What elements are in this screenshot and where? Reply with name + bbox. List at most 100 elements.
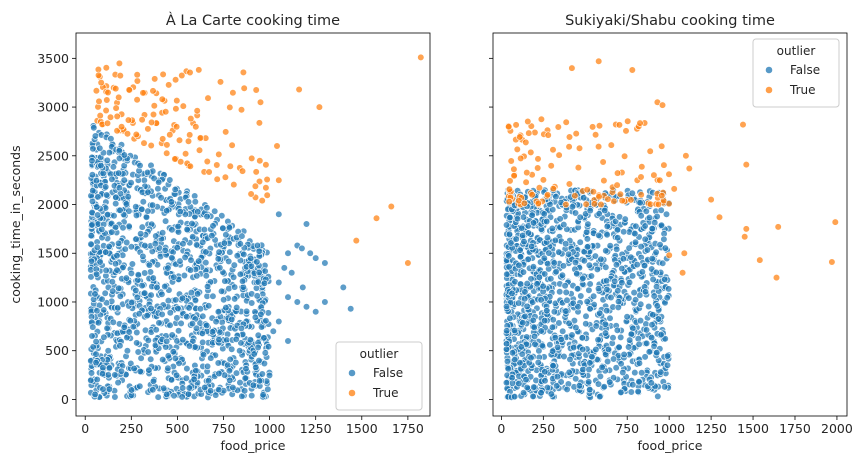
data-point xyxy=(549,185,557,193)
data-point xyxy=(511,356,519,364)
data-point xyxy=(196,134,205,142)
data-point xyxy=(111,260,120,268)
data-point xyxy=(528,211,536,219)
data-point xyxy=(650,171,658,179)
data-point xyxy=(120,176,128,184)
data-point xyxy=(172,105,180,113)
data-point xyxy=(306,249,314,257)
data-point xyxy=(626,336,634,344)
data-point xyxy=(216,328,224,336)
data-point xyxy=(106,113,115,121)
data-point xyxy=(347,305,355,313)
data-point xyxy=(647,379,655,387)
data-point xyxy=(97,162,105,170)
data-point xyxy=(112,200,120,208)
data-point xyxy=(505,123,513,131)
data-point xyxy=(214,255,222,263)
data-point xyxy=(126,317,134,325)
data-point xyxy=(247,262,255,270)
data-point xyxy=(572,130,580,138)
data-point xyxy=(553,343,562,352)
data-point xyxy=(596,372,605,381)
data-point xyxy=(220,239,228,247)
data-point xyxy=(191,296,200,305)
data-point xyxy=(103,119,112,127)
data-point xyxy=(182,374,190,382)
data-point xyxy=(269,327,277,335)
data-point xyxy=(251,182,259,190)
data-point xyxy=(236,347,244,355)
data-point xyxy=(515,261,523,269)
data-point xyxy=(151,75,159,83)
data-point xyxy=(515,380,523,388)
data-point xyxy=(185,304,193,312)
data-point xyxy=(657,221,666,229)
data-point xyxy=(588,353,596,361)
data-point xyxy=(203,204,211,212)
data-point xyxy=(214,308,222,316)
data-point xyxy=(137,354,145,362)
data-point xyxy=(528,191,536,199)
data-point xyxy=(533,280,541,288)
data-point xyxy=(595,193,603,201)
data-point xyxy=(155,319,163,327)
data-point xyxy=(631,296,640,304)
data-point xyxy=(125,207,133,215)
data-point xyxy=(159,135,167,143)
data-point xyxy=(90,124,98,132)
data-point xyxy=(273,142,281,150)
data-point xyxy=(144,125,152,133)
data-point xyxy=(147,304,155,313)
data-point xyxy=(134,348,142,356)
data-point xyxy=(238,232,246,240)
data-point xyxy=(299,283,307,292)
data-point xyxy=(615,343,623,351)
data-point xyxy=(230,261,238,269)
data-point xyxy=(186,266,195,274)
legend: outlier False True xyxy=(752,38,840,108)
data-point xyxy=(563,296,571,304)
data-point xyxy=(601,329,610,337)
data-point xyxy=(209,222,217,230)
data-point xyxy=(580,194,588,202)
data-point xyxy=(614,287,622,295)
data-point xyxy=(537,389,545,397)
data-point xyxy=(236,379,244,387)
data-point xyxy=(586,386,594,394)
data-point xyxy=(184,137,193,145)
data-point xyxy=(648,255,656,263)
data-point xyxy=(93,211,102,219)
data-point xyxy=(182,150,190,158)
data-point xyxy=(144,188,152,196)
data-point xyxy=(588,123,597,131)
data-point xyxy=(138,116,146,124)
data-point xyxy=(600,383,608,391)
data-point xyxy=(88,157,96,165)
data-point xyxy=(257,310,265,318)
data-point xyxy=(195,66,203,74)
data-point xyxy=(163,141,171,149)
data-point xyxy=(654,315,663,323)
data-point xyxy=(164,364,172,372)
data-point xyxy=(135,310,143,318)
x-tick-label: 1250 xyxy=(695,421,727,436)
data-point xyxy=(255,357,263,365)
data-point xyxy=(265,371,274,380)
data-point xyxy=(565,143,573,151)
data-point xyxy=(535,347,543,355)
x-tick-label: 1250 xyxy=(300,421,332,436)
data-point xyxy=(583,186,591,194)
data-point xyxy=(154,393,162,401)
data-point xyxy=(216,264,224,272)
data-point xyxy=(104,347,112,355)
data-point xyxy=(530,383,538,391)
data-point xyxy=(228,315,236,324)
data-point xyxy=(613,326,622,334)
data-point xyxy=(560,352,568,361)
data-point xyxy=(171,155,179,163)
data-point xyxy=(523,169,531,177)
data-point xyxy=(284,337,292,345)
data-point xyxy=(87,257,96,265)
data-point xyxy=(508,289,516,298)
data-point xyxy=(321,259,329,267)
